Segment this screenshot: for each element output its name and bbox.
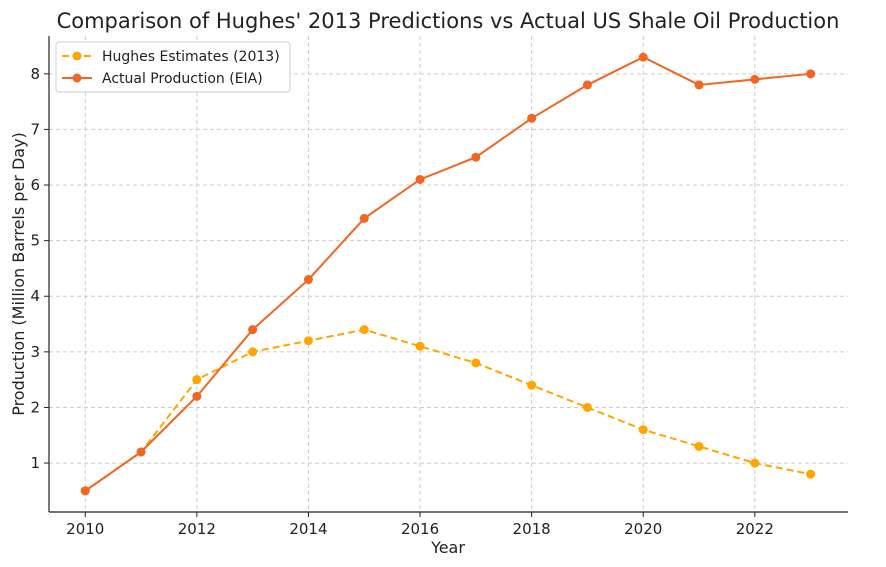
legend-label: Hughes Estimates (2013): [102, 49, 280, 65]
y-tick-label: 1: [30, 454, 40, 472]
data-point: [80, 486, 90, 496]
chart-title: Comparison of Hughes' 2013 Predictions v…: [57, 9, 840, 33]
data-point: [415, 341, 425, 351]
x-tick-label: 2022: [736, 520, 774, 538]
data-point: [415, 174, 425, 184]
y-tick-label: 5: [30, 232, 40, 250]
plot-area: [49, 36, 848, 512]
axes: 2010 2012 2014 2016 2018 2020 2022 1 2 3 4 5 6 7 8: [30, 36, 848, 538]
data-point: [248, 325, 258, 335]
x-tick-label: 2018: [513, 520, 551, 538]
data-point: [136, 447, 146, 457]
series-line-0: [84, 328, 811, 492]
x-tick-label: 2014: [289, 520, 327, 538]
y-tick-label: 4: [30, 287, 40, 305]
y-tick-label: 2: [30, 398, 40, 416]
data-point: [582, 80, 592, 90]
x-tick-label: 2016: [401, 520, 439, 538]
data-point: [303, 275, 313, 285]
data-point: [527, 113, 537, 123]
x-tick-label: 2020: [624, 520, 662, 538]
legend: Hughes Estimates (2013) Actual Production…: [55, 41, 291, 93]
data-point: [303, 336, 313, 346]
data-point: [806, 469, 816, 479]
y-axis-label: Production (Million Barrels per Day): [9, 132, 28, 416]
y-tick-label: 7: [30, 120, 40, 138]
data-point: [192, 375, 202, 385]
data-point: [638, 52, 648, 62]
data-point: [750, 458, 760, 468]
data-point: [694, 80, 704, 90]
data-point: [359, 213, 369, 223]
y-tick-label: 3: [30, 343, 40, 361]
data-point: [582, 402, 592, 412]
data-point: [638, 425, 648, 435]
data-point: [694, 441, 704, 451]
data-point: [806, 69, 816, 79]
x-axis-label: Year: [430, 538, 465, 557]
series-line-1: [84, 56, 811, 492]
legend-marker: [72, 73, 82, 83]
data-point: [471, 152, 481, 162]
data-point: [527, 380, 537, 390]
data-point: [248, 347, 258, 357]
data-point: [192, 391, 202, 401]
series-group: [80, 52, 816, 496]
data-point: [750, 74, 760, 84]
y-tick-label: 6: [30, 176, 40, 194]
legend-marker: [72, 51, 82, 61]
legend-label: Actual Production (EIA): [102, 71, 263, 87]
grid: [49, 36, 848, 512]
data-point: [471, 358, 481, 368]
x-tick-label: 2012: [178, 520, 216, 538]
y-tick-label: 8: [30, 65, 40, 83]
data-point: [359, 325, 369, 335]
x-tick-label: 2010: [66, 520, 104, 538]
